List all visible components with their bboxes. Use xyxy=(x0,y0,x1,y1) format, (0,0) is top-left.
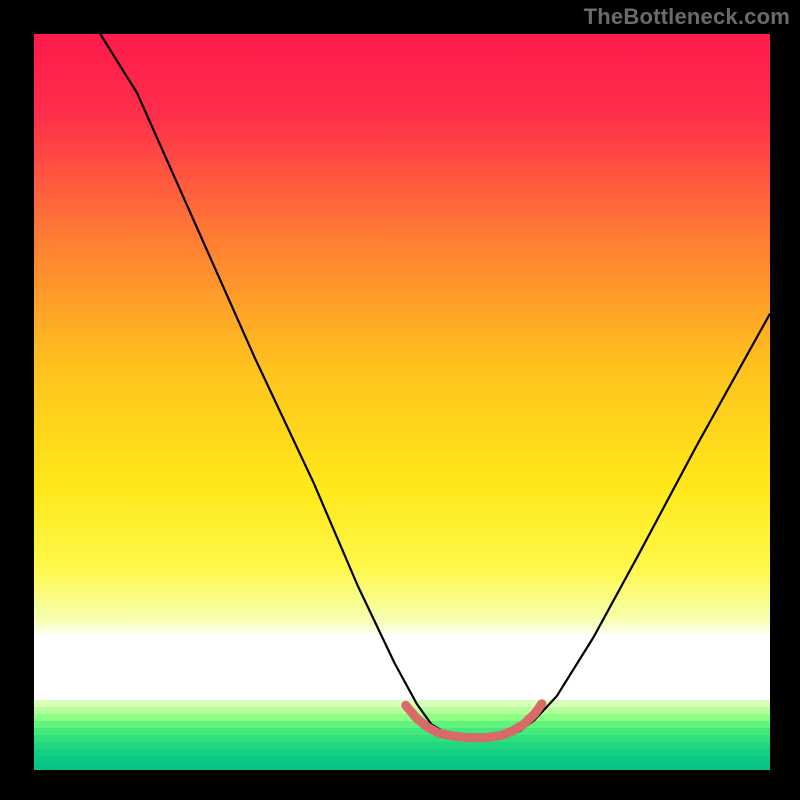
bottom-marker xyxy=(406,704,542,738)
plot-inner xyxy=(34,34,770,770)
plot-area xyxy=(34,34,770,770)
bottleneck-curve xyxy=(34,34,770,770)
watermark-text: TheBottleneck.com xyxy=(584,4,790,30)
chart-frame: TheBottleneck.com xyxy=(0,0,800,800)
curve-line xyxy=(100,34,770,738)
